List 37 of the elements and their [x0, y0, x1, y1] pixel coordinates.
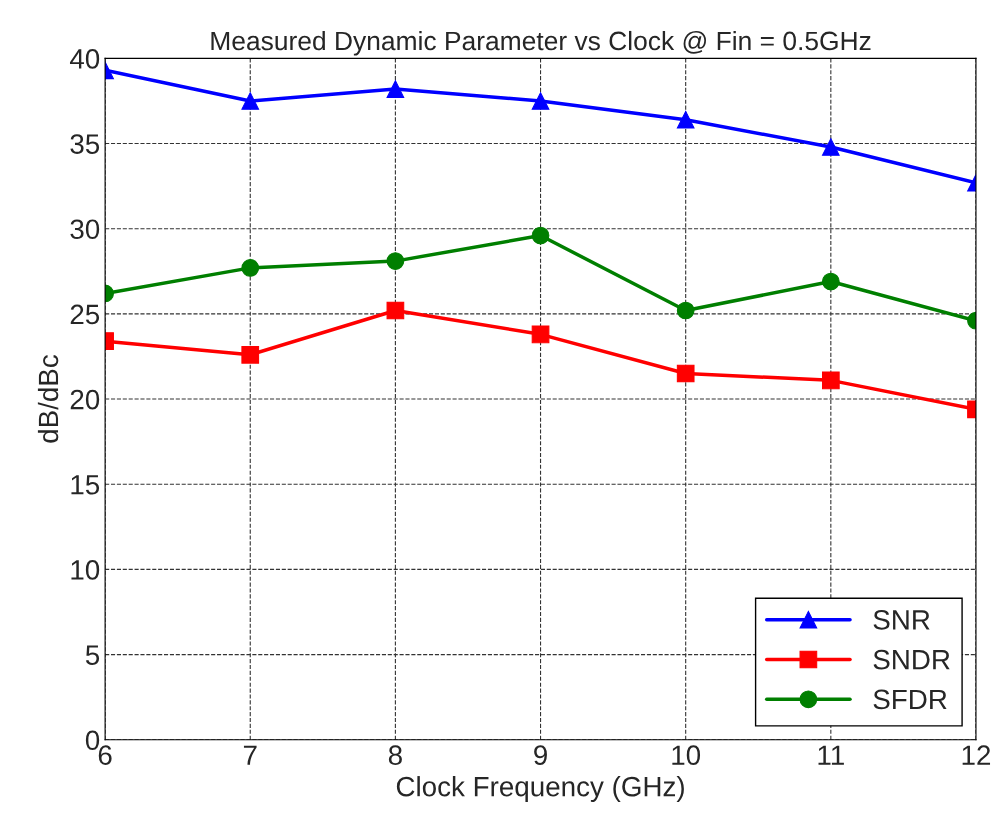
y-tick-label: 15 — [71, 475, 100, 495]
x-tick-label: 12 — [962, 745, 991, 765]
point — [821, 138, 840, 156]
point — [531, 226, 550, 245]
x-axis-title: Clock Frequency (GHz) — [396, 776, 684, 802]
point — [821, 272, 840, 291]
x-tick-label: 6 — [98, 745, 112, 766]
point — [241, 345, 260, 364]
point — [676, 110, 695, 129]
legend-label: SNR — [873, 610, 930, 630]
x-tick-label: 10 — [672, 745, 701, 766]
y-tick-label: 20 — [70, 389, 100, 410]
y-tick-label: 40 — [69, 49, 100, 69]
y-tick-label: 35 — [70, 134, 100, 154]
legend-label: SFDR — [873, 689, 947, 710]
y-axis-title: dB/dBc — [37, 355, 59, 443]
y-tick-label: 25 — [70, 304, 100, 325]
x-tick-label: 8 — [388, 745, 402, 766]
point — [821, 371, 840, 390]
point — [386, 252, 405, 270]
point — [531, 325, 550, 344]
point — [386, 301, 405, 320]
point — [386, 80, 405, 98]
point — [241, 92, 260, 110]
x-tick-label: 7 — [243, 745, 257, 765]
y-tick-label: 10 — [71, 560, 100, 580]
point — [241, 259, 260, 277]
point — [676, 364, 695, 383]
chart-title: Measured Dynamic Parameter vs Clock @ Fin = 0.5GHz — [211, 30, 871, 56]
y-tick-label: 5 — [85, 645, 100, 665]
x-tick-label: 11 — [818, 745, 844, 765]
point — [676, 301, 695, 320]
legend-label: SNDR — [873, 649, 950, 670]
x-tick-label: 9 — [534, 745, 547, 766]
y-tick-label: 0 — [85, 730, 100, 751]
y-tick-label: 30 — [70, 219, 100, 240]
point — [531, 92, 550, 110]
